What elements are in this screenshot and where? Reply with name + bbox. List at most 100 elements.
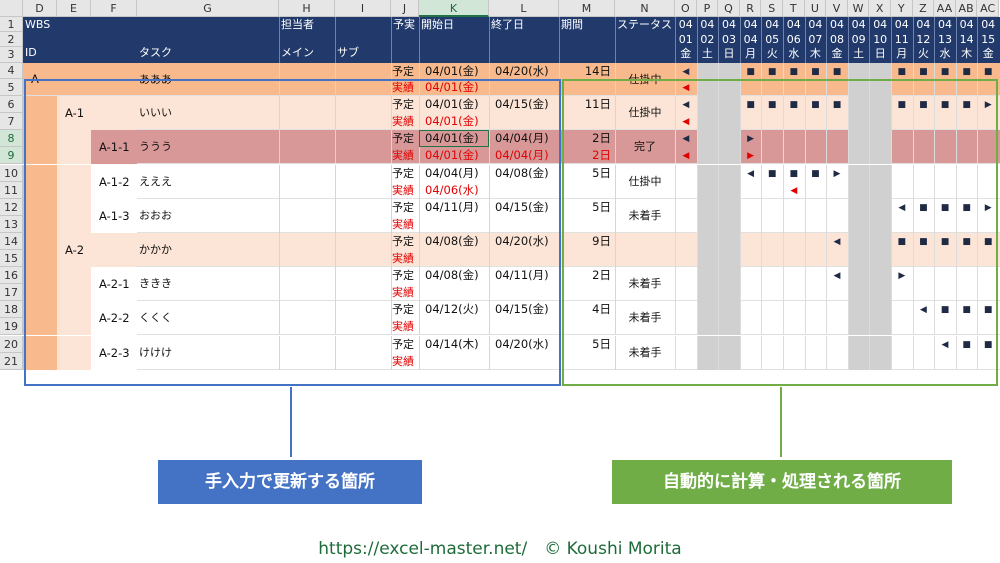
task-name[interactable]: かかか (139, 242, 172, 256)
task-id[interactable]: A-2-3 (99, 345, 130, 360)
plan-start-date[interactable]: 04/01(金) (425, 131, 479, 146)
actual-start-date[interactable] (425, 353, 491, 370)
actual-start-date[interactable]: 04/01(金) (425, 80, 479, 94)
plan-start-date[interactable]: 04/01(金) (425, 64, 479, 78)
plan-end-date[interactable]: 04/20(水) (495, 64, 549, 78)
task-status[interactable]: 未着手 (628, 208, 662, 222)
task-status[interactable]: 未着手 (628, 311, 662, 325)
plan-end-date[interactable]: 04/20(水) (495, 233, 549, 248)
plan-start-date[interactable]: 04/01(金) (425, 97, 479, 112)
plan-start-date[interactable]: 04/08(金) (425, 268, 479, 283)
task-status[interactable]: 仕掛中 (628, 106, 662, 120)
row-header-7[interactable]: 7 (0, 113, 23, 131)
actual-end-date[interactable] (495, 250, 561, 267)
column-header-z[interactable]: Z (912, 0, 935, 17)
column-header-p[interactable]: P (696, 0, 719, 17)
column-header-aa[interactable]: AA (934, 0, 956, 17)
plan-end-date[interactable]: 04/08(金) (495, 165, 549, 180)
column-header-h[interactable]: H (279, 0, 335, 17)
column-header-ab[interactable]: AB (955, 0, 978, 17)
row-header-21[interactable]: 21 (0, 352, 23, 370)
task-status[interactable] (615, 233, 675, 267)
row-header-5[interactable]: 5 (0, 79, 23, 97)
plan-start-date[interactable]: 04/12(火) (425, 302, 479, 317)
row-header-1[interactable]: 1 (0, 17, 23, 32)
row-header-8[interactable]: 8 (0, 130, 23, 148)
actual-start-date[interactable] (425, 318, 491, 335)
actual-end-date[interactable] (495, 182, 561, 199)
actual-start-date[interactable]: 04/01(金) (425, 114, 479, 129)
task-id[interactable]: A-2-1 (99, 277, 130, 292)
row-header-16[interactable]: 16 (0, 267, 23, 285)
actual-end-date[interactable] (495, 216, 561, 233)
column-header-u[interactable]: U (804, 0, 827, 17)
select-all-corner[interactable] (0, 0, 23, 17)
row-header-12[interactable]: 12 (0, 198, 23, 216)
column-header-x[interactable]: X (869, 0, 891, 17)
row-header-2[interactable]: 2 (0, 32, 23, 47)
column-header-e[interactable]: E (57, 0, 91, 17)
task-id[interactable]: A (31, 72, 39, 86)
row-header-17[interactable]: 17 (0, 284, 23, 302)
row-header-15[interactable]: 15 (0, 250, 23, 268)
actual-start-date[interactable] (425, 284, 491, 301)
row-header-4[interactable]: 4 (0, 63, 23, 79)
actual-end-date[interactable] (495, 318, 561, 335)
column-header-i[interactable]: I (335, 0, 391, 17)
column-header-f[interactable]: F (91, 0, 137, 17)
column-header-l[interactable]: L (489, 0, 559, 17)
actual-end-date[interactable] (495, 79, 561, 96)
plan-end-date[interactable]: 04/11(月) (495, 268, 549, 283)
active-cell-k8[interactable] (419, 130, 489, 148)
row-header-6[interactable]: 6 (0, 96, 23, 114)
row-header-14[interactable]: 14 (0, 232, 23, 250)
column-header-j[interactable]: J (391, 0, 419, 17)
column-header-o[interactable]: O (675, 0, 697, 17)
actual-start-date[interactable] (425, 250, 491, 267)
plan-start-date[interactable]: 04/14(木) (425, 336, 479, 351)
actual-end-date[interactable] (495, 113, 561, 130)
column-header-k[interactable]: K (419, 0, 489, 17)
task-name[interactable]: けけけ (139, 345, 172, 359)
task-name[interactable]: くくく (139, 311, 172, 325)
column-header-q[interactable]: Q (718, 0, 740, 17)
task-name[interactable]: えええ (139, 174, 172, 188)
column-header-r[interactable]: R (739, 0, 762, 17)
task-status[interactable]: 未着手 (628, 277, 662, 291)
plan-end-date[interactable]: 04/15(金) (495, 302, 549, 317)
row-header-11[interactable]: 11 (0, 181, 23, 199)
task-status[interactable]: 仕掛中 (628, 73, 662, 86)
actual-start-date[interactable] (425, 216, 491, 233)
column-header-d[interactable]: D (23, 0, 57, 17)
task-id[interactable]: A-1 (65, 106, 85, 121)
plan-end-date[interactable]: 04/15(金) (495, 199, 549, 214)
plan-start-date[interactable]: 04/11(月) (425, 199, 479, 214)
row-header-19[interactable]: 19 (0, 318, 23, 336)
row-header-10[interactable]: 10 (0, 164, 23, 182)
column-header-n[interactable]: N (615, 0, 675, 17)
actual-end-date[interactable] (495, 353, 561, 370)
column-header-s[interactable]: S (761, 0, 783, 17)
task-name[interactable]: おおお (139, 208, 172, 222)
column-header-v[interactable]: V (826, 0, 848, 17)
column-header-y[interactable]: Y (891, 0, 913, 17)
actual-end-date[interactable]: 04/04(月) (495, 148, 549, 163)
plan-start-date[interactable]: 04/04(月) (425, 165, 479, 180)
task-id[interactable]: A-2 (65, 242, 85, 257)
column-header-m[interactable]: M (559, 0, 615, 17)
task-id[interactable]: A-1-3 (99, 208, 130, 223)
task-id[interactable]: A-2-2 (99, 311, 130, 326)
plan-end-date[interactable]: 04/20(水) (495, 336, 549, 351)
task-id[interactable]: A-1-2 (99, 174, 130, 189)
column-header-g[interactable]: G (137, 0, 279, 17)
task-name[interactable]: あああ (139, 73, 172, 86)
plan-end-date[interactable]: 04/04(月) (495, 131, 549, 146)
row-header-18[interactable]: 18 (0, 301, 23, 319)
task-status[interactable]: 仕掛中 (628, 174, 662, 188)
task-name[interactable]: ううう (139, 140, 172, 154)
column-header-ac[interactable]: AC (977, 0, 999, 17)
actual-start-date[interactable]: 04/06(水) (425, 182, 479, 197)
task-status[interactable]: 未着手 (628, 345, 662, 359)
plan-start-date[interactable]: 04/08(金) (425, 233, 479, 248)
actual-start-date[interactable]: 04/01(金) (425, 148, 479, 163)
